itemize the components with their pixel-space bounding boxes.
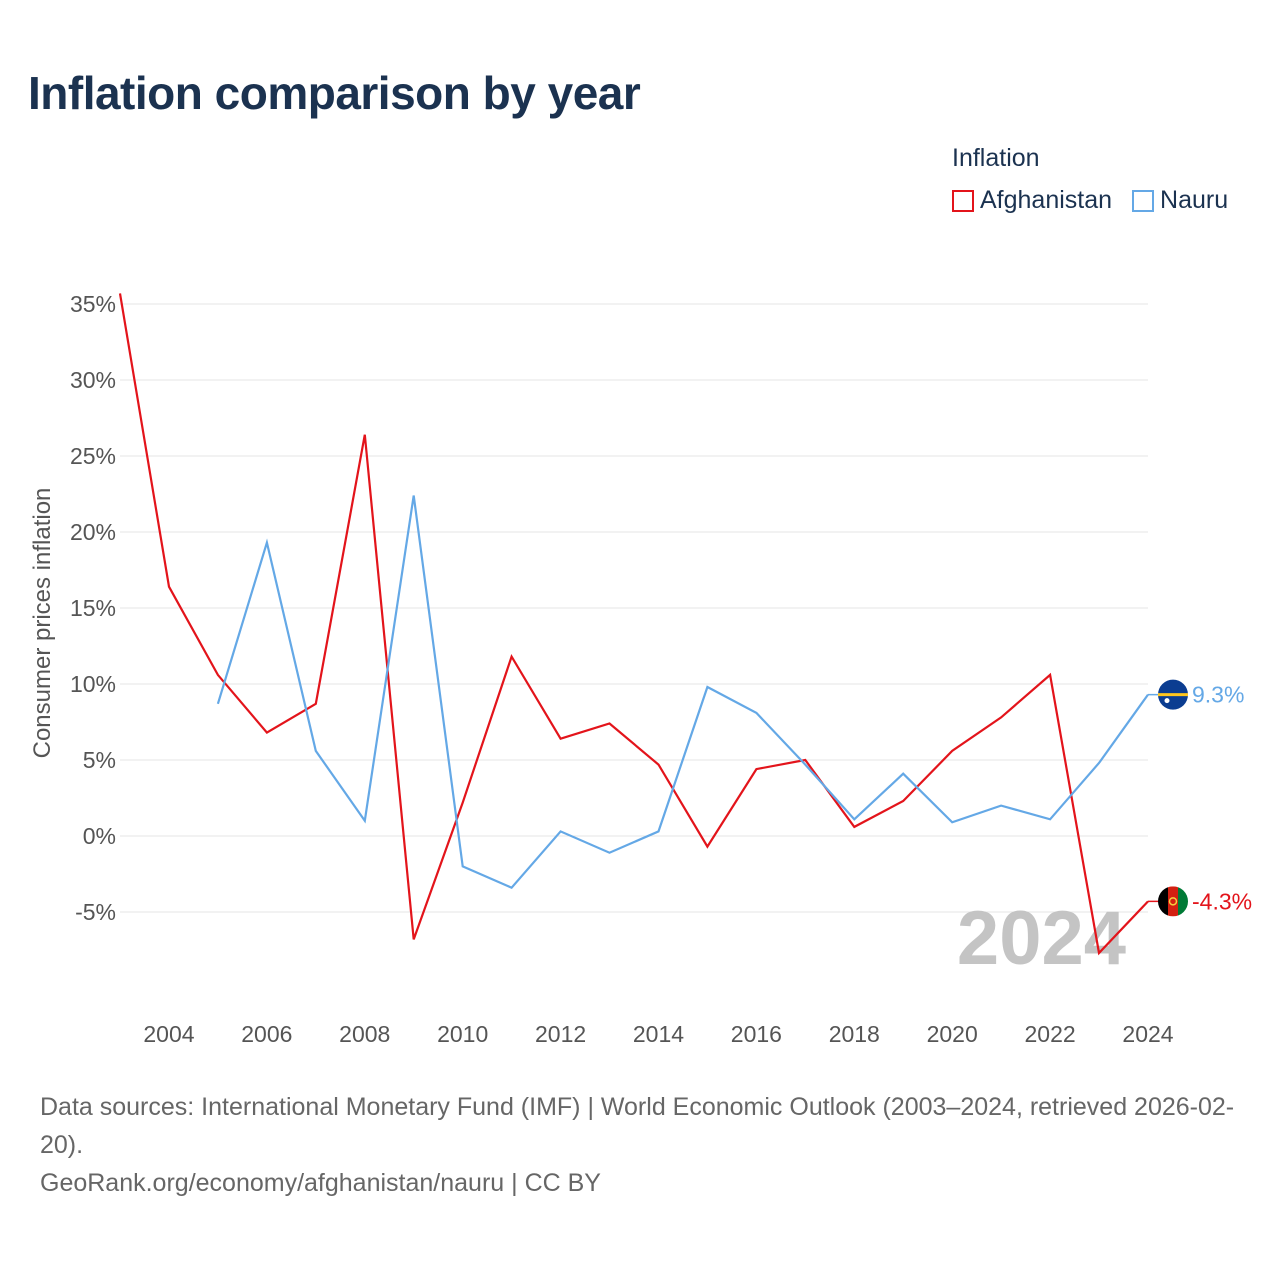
end-value-label-afghanistan: -4.3%: [1192, 888, 1252, 914]
x-tick-label: 2016: [731, 1021, 782, 1047]
y-tick-label: 10%: [70, 671, 116, 697]
legend-title: Inflation: [952, 144, 1040, 172]
year-watermark: 2024: [957, 896, 1126, 981]
footer: Data sources: International Monetary Fun…: [40, 1088, 1250, 1202]
line-chart: -5% 0% 5% 10% 15% 20% 25% 30% 35% 2004 2006 2008 201…: [29, 291, 1252, 1047]
legend-swatch-nauru: [1132, 189, 1155, 212]
x-tick-label: 2010: [437, 1021, 488, 1047]
y-tick-label: 5%: [83, 747, 116, 773]
legend-item-afghanistan[interactable]: Afghanistan: [952, 186, 1112, 215]
afghanistan-flag-emblem: [1168, 897, 1178, 906]
afghanistan-flag-band: [1168, 886, 1178, 917]
x-tick-label: 2020: [927, 1021, 978, 1047]
afghanistan-flag-icon: [1158, 886, 1188, 917]
x-tick-label: 2024: [1122, 1021, 1173, 1047]
attribution-link[interactable]: GeoRank.org/economy/afghanistan/nauru | …: [40, 1169, 601, 1197]
series-line-nauru: [216, 495, 1149, 890]
end-value-label-nauru: 9.3%: [1192, 682, 1244, 708]
data-sources-text: Data sources: International Monetary Fun…: [40, 1093, 1235, 1159]
legend-label-afghanistan: Afghanistan: [980, 186, 1113, 214]
x-tick-label: 2004: [143, 1021, 194, 1047]
x-tick-label: 2014: [633, 1021, 684, 1047]
afghanistan-flag-band: [1158, 886, 1168, 917]
legend: Afghanistan Nauru: [952, 186, 1248, 215]
y-tick-label: -5%: [75, 899, 116, 925]
y-tick-label: 35%: [70, 291, 116, 317]
chart-title: Inflation comparison by year: [28, 67, 641, 119]
y-tick-label: 15%: [70, 595, 116, 621]
x-tick-label: 2022: [1025, 1021, 1076, 1047]
afghanistan-flag-band: [1178, 886, 1188, 917]
x-tick-label: 2008: [339, 1021, 390, 1047]
y-tick-label: 20%: [70, 519, 116, 545]
legend-label-nauru: Nauru: [1160, 186, 1229, 214]
y-tick-label: 0%: [83, 823, 116, 849]
nauru-flag-stripe: [1158, 693, 1188, 697]
legend-item-nauru[interactable]: Nauru: [1132, 186, 1228, 215]
series-line-afghanistan: [118, 293, 1149, 956]
y-tick-label: 25%: [70, 443, 116, 469]
y-axis-label: Consumer prices inflation: [29, 488, 56, 759]
nauru-flag-star: [1164, 698, 1170, 704]
x-tick-label: 2012: [535, 1021, 586, 1047]
legend-swatch-afghanistan: [952, 189, 974, 212]
x-tick-label: 2006: [241, 1021, 292, 1047]
x-tick-label: 2018: [829, 1021, 880, 1047]
y-tick-label: 30%: [70, 367, 116, 393]
